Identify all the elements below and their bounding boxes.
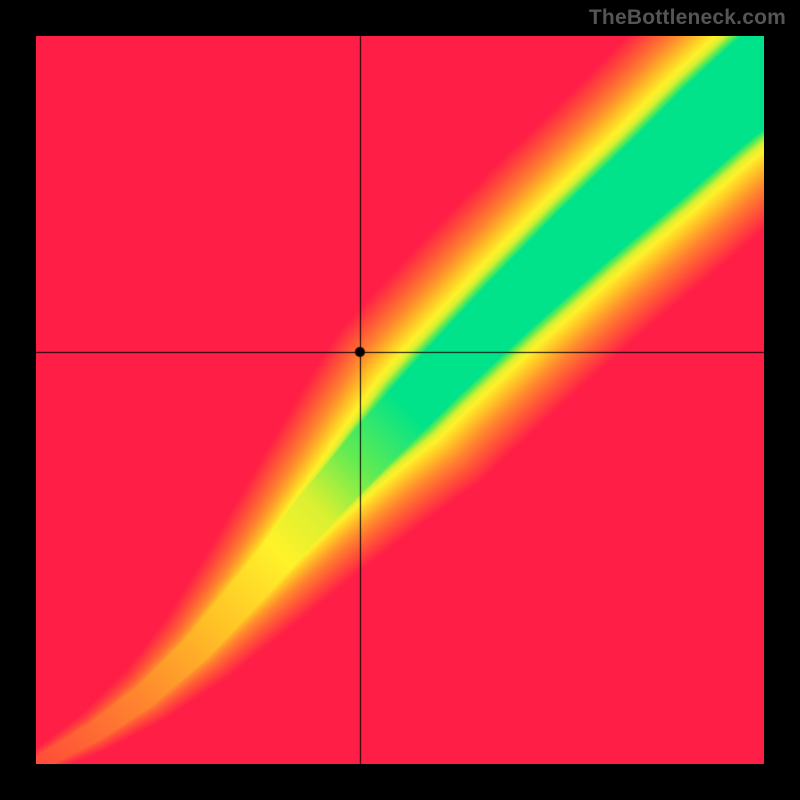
- heatmap-canvas: [36, 36, 764, 764]
- heatmap-plot: [36, 36, 764, 764]
- watermark-text: TheBottleneck.com: [589, 6, 786, 30]
- chart-frame: TheBottleneck.com: [0, 0, 800, 800]
